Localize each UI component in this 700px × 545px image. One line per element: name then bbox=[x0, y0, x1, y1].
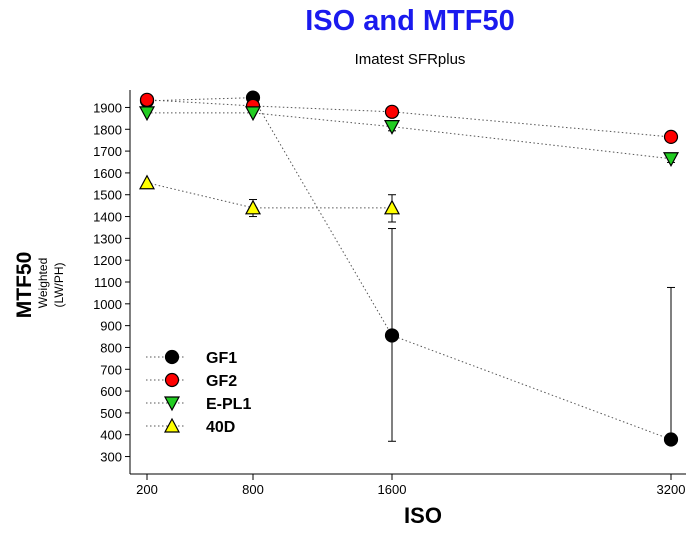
y-tick-label: 800 bbox=[100, 340, 122, 355]
y-tick-label: 900 bbox=[100, 319, 122, 334]
legend-marker bbox=[163, 417, 181, 433]
legend-item-gf1: GF1 bbox=[146, 349, 237, 367]
data-point-gf2 bbox=[384, 104, 400, 119]
legend-label: E-PL1 bbox=[206, 396, 251, 413]
data-point-40d bbox=[383, 199, 401, 215]
legend-marker bbox=[164, 372, 180, 388]
y-tick-label: 1000 bbox=[93, 297, 122, 312]
legend-item-40d: 40D bbox=[146, 417, 235, 436]
y-tick-label: 1400 bbox=[93, 210, 122, 225]
series-line-gf2 bbox=[146, 99, 672, 138]
chart-subtitle: Imatest SFRplus bbox=[355, 51, 466, 68]
data-point-gf2 bbox=[139, 92, 155, 107]
y-tick-label: 600 bbox=[100, 384, 122, 399]
error-bar-gf1 bbox=[667, 286, 675, 440]
series-line-40d bbox=[146, 182, 392, 209]
legend-marker bbox=[164, 349, 180, 365]
y-tick-label: 1800 bbox=[93, 122, 122, 137]
data-point-e-pl1 bbox=[662, 152, 680, 167]
y-tick-label: 1300 bbox=[93, 231, 122, 246]
y-tick-label: 1500 bbox=[93, 188, 122, 203]
y-axis-label-units: (LW/PH) bbox=[52, 262, 66, 307]
legend-label: GF2 bbox=[206, 373, 237, 390]
y-axis-label: MTF50 bbox=[13, 252, 36, 319]
y-tick-label: 300 bbox=[100, 450, 122, 465]
data-point-gf1 bbox=[663, 432, 679, 447]
data-point-gf1 bbox=[384, 328, 400, 343]
data-point-40d bbox=[138, 174, 156, 190]
x-tick-label: 800 bbox=[242, 482, 264, 497]
data-point-40d bbox=[244, 199, 262, 215]
legend-item-e-pl1: E-PL1 bbox=[146, 396, 251, 413]
legend-label: GF1 bbox=[206, 350, 237, 367]
legend-item-gf2: GF2 bbox=[146, 372, 237, 390]
y-tick-label: 400 bbox=[100, 428, 122, 443]
y-tick-label: 500 bbox=[100, 406, 122, 421]
x-tick-label: 3200 bbox=[657, 482, 686, 497]
series-line-e-pl1 bbox=[147, 112, 672, 160]
y-tick-label: 1900 bbox=[93, 100, 122, 115]
legend-label: 40D bbox=[206, 419, 235, 436]
y-tick-label: 1100 bbox=[94, 275, 122, 290]
data-point-e-pl1 bbox=[244, 106, 262, 122]
y-tick-label: 1600 bbox=[93, 166, 122, 181]
x-tick-label: 200 bbox=[136, 482, 158, 497]
data-point-e-pl1 bbox=[383, 120, 401, 135]
x-tick-label: 1600 bbox=[378, 482, 407, 497]
data-point-e-pl1 bbox=[138, 106, 156, 122]
y-tick-label: 1200 bbox=[93, 253, 122, 268]
y-tick-label: 700 bbox=[100, 362, 122, 377]
data-point-gf2 bbox=[663, 129, 679, 145]
series-line-gf1 bbox=[146, 97, 672, 440]
y-tick-label: 1700 bbox=[93, 144, 122, 159]
chart-title: ISO and MTF50 bbox=[305, 5, 514, 37]
y-axis-label-weighted: Weighted bbox=[36, 258, 50, 308]
x-axis-label: ISO bbox=[404, 503, 442, 528]
legend-marker bbox=[163, 396, 181, 412]
